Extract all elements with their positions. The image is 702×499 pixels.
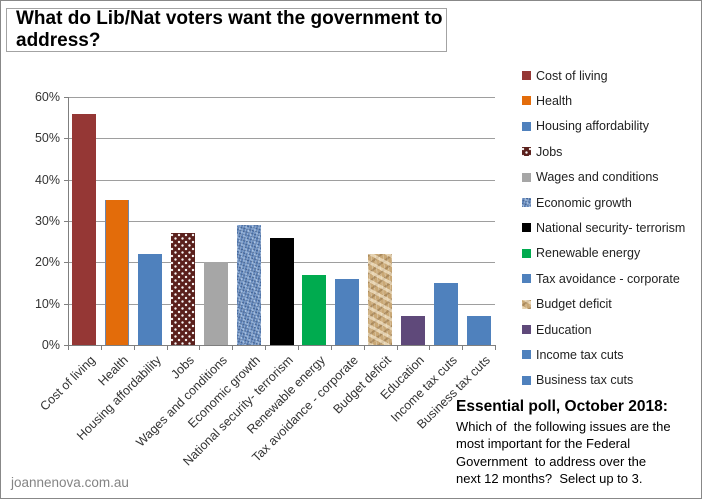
legend-swatch-renewable-energy — [522, 248, 531, 258]
x-axis-tick — [297, 345, 299, 350]
legend-item-income-tax-cuts: Income tax cuts — [522, 347, 624, 362]
legend-label: Health — [536, 93, 573, 108]
x-axis-tick — [166, 345, 168, 350]
legend-swatch-housing-affordability — [522, 121, 531, 131]
x-axis-tick — [429, 345, 431, 350]
legend-swatch-health — [522, 96, 531, 106]
bar-health — [105, 200, 130, 345]
legend-label: Budget deficit — [536, 297, 612, 312]
legend-item-renewable-energy: Renewable energy — [522, 246, 641, 261]
y-axis-tick — [64, 97, 68, 98]
gridline — [68, 221, 495, 222]
gridline — [68, 179, 495, 181]
legend-label: Jobs — [536, 144, 563, 159]
x-axis-tick — [133, 345, 135, 350]
x-axis-tick — [100, 345, 102, 350]
x-axis-tick — [265, 345, 267, 350]
y-axis-tick — [64, 303, 68, 305]
legend-label: Business tax cuts — [536, 373, 634, 388]
legend-swatch-tax-avoidance-corporate — [522, 274, 531, 284]
legend-item-housing-affordability: Housing affordability — [522, 119, 650, 134]
legend-label: Housing affordability — [536, 119, 650, 134]
legend-label: Education — [536, 322, 592, 337]
y-axis-tick — [64, 221, 68, 222]
y-axis-tick — [64, 138, 68, 140]
x-axis-tick — [363, 345, 365, 350]
y-axis-tick — [64, 179, 68, 181]
y-axis-label: 0% — [41, 338, 60, 352]
bar-jobs — [171, 233, 195, 345]
source-note-heading: Essential poll, October 2018: — [456, 398, 668, 415]
x-axis-tick — [495, 345, 496, 350]
y-axis-label: 60% — [34, 90, 60, 104]
legend-item-business-tax-cuts: Business tax cuts — [522, 373, 634, 388]
bar-budget-deficit — [368, 254, 392, 345]
bar-business-tax-cuts — [466, 316, 491, 345]
legend-swatch-business-tax-cuts — [522, 375, 531, 385]
x-axis-tick — [396, 345, 398, 350]
legend-swatch-national-security-terrorism — [522, 223, 531, 233]
legend-item-health: Health — [522, 93, 573, 108]
x-axis-tick — [199, 345, 201, 350]
y-axis-tick — [64, 262, 68, 264]
legend-label: Tax avoidance - corporate — [536, 271, 680, 286]
x-axis-line — [68, 345, 495, 346]
legend-item-wages-and-conditions: Wages and conditions — [522, 170, 659, 185]
legend-label: Wages and conditions — [536, 170, 659, 185]
legend-item-cost-of-living: Cost of living — [522, 68, 608, 83]
bar-education — [400, 316, 425, 345]
legend-item-budget-deficit: Budget deficit — [522, 297, 612, 312]
y-axis-label: 10% — [34, 296, 60, 311]
y-axis-line — [68, 97, 69, 345]
source-note: Essential poll, October 2018: Which of t… — [456, 398, 701, 487]
legend-item-national-security-terrorism: National security- terrorism — [522, 220, 686, 235]
bar-economic-growth — [236, 225, 261, 345]
legend-label: Renewable energy — [536, 246, 641, 261]
legend-swatch-wages-and-conditions — [522, 172, 531, 182]
legend-item-education: Education — [522, 322, 592, 337]
bar-renewable-energy — [302, 274, 327, 345]
legend-swatch-economic-growth — [522, 198, 531, 207]
bar-wages-and-conditions — [203, 262, 228, 345]
legend-label: Economic growth — [536, 195, 632, 210]
x-axis-tick — [462, 345, 464, 350]
x-axis-tick — [68, 345, 69, 350]
legend-swatch-education — [522, 325, 531, 334]
legend-item-jobs: Jobs — [522, 144, 563, 159]
y-axis-label: 50% — [34, 131, 60, 146]
chart-title-box: What do Lib/Nat voters want the governme… — [6, 8, 447, 52]
legend-label: National security- terrorism — [536, 220, 686, 235]
legend-item-tax-avoidance-corporate: Tax avoidance - corporate — [522, 271, 680, 286]
x-axis-tick — [330, 345, 332, 350]
bar-income-tax-cuts — [433, 283, 458, 345]
gridline — [68, 138, 495, 140]
bar-national-security-terrorism — [269, 237, 294, 345]
bar-cost-of-living — [72, 113, 97, 345]
legend-swatch-cost-of-living — [522, 71, 531, 80]
legend-item-economic-growth: Economic growth — [522, 195, 632, 210]
y-axis-tick — [64, 345, 68, 346]
legend-swatch-jobs — [522, 147, 531, 157]
y-axis-label: 40% — [34, 172, 60, 187]
y-axis-label: 30% — [34, 214, 60, 228]
bar-housing-affordability — [138, 254, 163, 345]
legend-label: Cost of living — [536, 68, 608, 83]
bar-tax-avoidance-corporate — [335, 278, 360, 345]
chart-title: What do Lib/Nat voters want the governme… — [16, 8, 443, 51]
legend-swatch-budget-deficit — [522, 299, 531, 309]
legend-label: Income tax cuts — [536, 347, 624, 362]
y-axis-label: 20% — [34, 255, 60, 270]
watermark: joannenova.com.au — [11, 475, 129, 490]
source-note-body: Which of the following issues are the mo… — [456, 419, 671, 486]
legend-swatch-income-tax-cuts — [522, 350, 531, 360]
x-axis-tick — [232, 345, 234, 350]
gridline — [68, 97, 495, 98]
